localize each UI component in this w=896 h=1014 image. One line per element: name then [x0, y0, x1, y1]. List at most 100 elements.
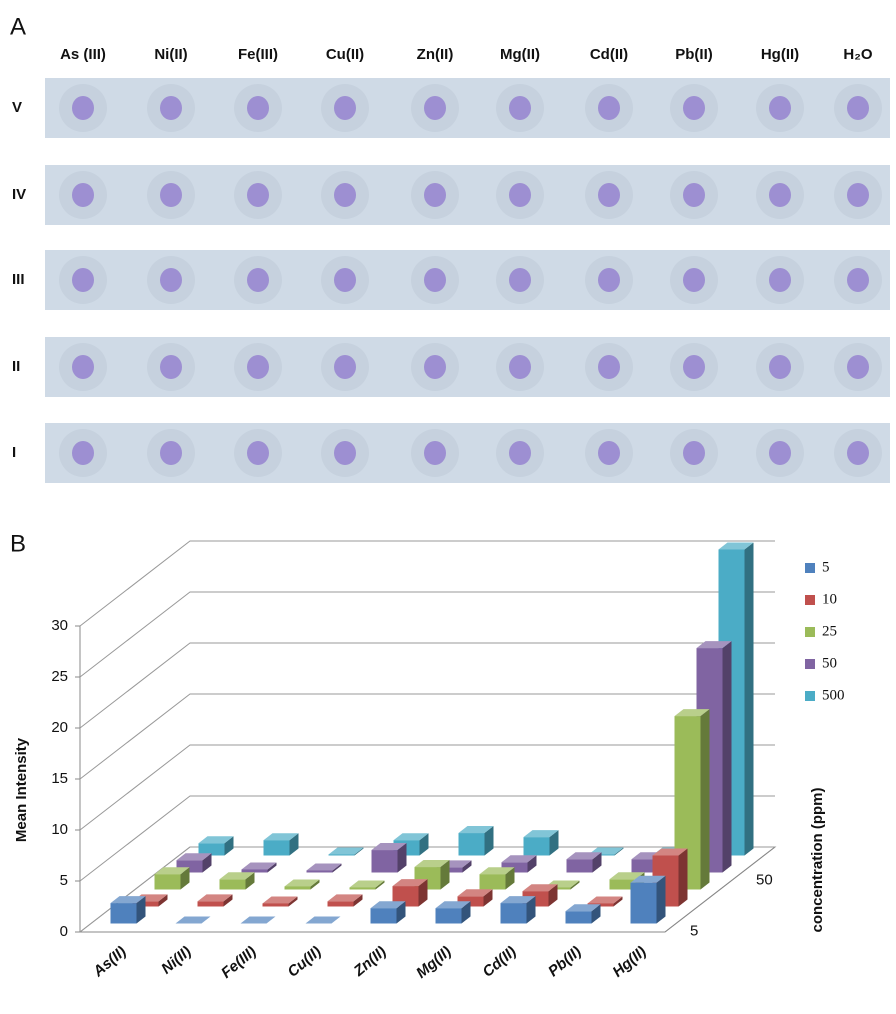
- spot: [247, 183, 269, 207]
- bar-front: [307, 870, 333, 872]
- bar: [176, 917, 211, 924]
- spot: [847, 355, 869, 379]
- legend-swatch: [805, 659, 815, 669]
- z-tick-label: 5: [690, 922, 698, 939]
- spot: [247, 268, 269, 292]
- bar-front: [436, 908, 462, 923]
- row-label: IV: [12, 186, 26, 203]
- bar-front: [567, 859, 593, 872]
- spot: [509, 268, 531, 292]
- spot: [509, 183, 531, 207]
- bar-front: [242, 869, 268, 872]
- spot: [334, 355, 356, 379]
- spot: [598, 355, 620, 379]
- spot: [683, 441, 705, 465]
- bar-top: [329, 847, 364, 854]
- x-tick-label: Pb(II): [545, 943, 585, 980]
- bar: [371, 901, 406, 923]
- spot: [72, 268, 94, 292]
- spot: [334, 441, 356, 465]
- panel-label: A: [10, 13, 26, 40]
- bar: [480, 867, 515, 889]
- figure: A B Mean Intensity concentration (ppm) A…: [0, 0, 896, 1014]
- y-axis-label: Mean Intensity: [13, 737, 30, 842]
- column-header: H₂O: [843, 46, 872, 63]
- bar: [524, 830, 559, 855]
- column-header: Cd(II): [590, 46, 628, 63]
- bar: [307, 863, 342, 872]
- panel-label: B: [10, 530, 26, 557]
- column-header: Fe(III): [238, 46, 278, 63]
- bar-front: [524, 837, 550, 855]
- bar: [566, 904, 601, 923]
- spot: [424, 355, 446, 379]
- spot: [160, 355, 182, 379]
- bar: [436, 901, 471, 923]
- column-header: Hg(II): [761, 46, 799, 63]
- column-header: Mg(II): [500, 46, 540, 63]
- spot: [424, 96, 446, 120]
- spot: [509, 355, 531, 379]
- spot: [160, 268, 182, 292]
- legend-label: 5: [822, 559, 830, 575]
- bar-front: [329, 854, 355, 855]
- spot: [334, 268, 356, 292]
- bar: [199, 836, 234, 855]
- bar: [264, 833, 299, 855]
- bar: [155, 867, 190, 889]
- x-tick-label: As(II): [89, 943, 129, 981]
- bar-side: [723, 641, 732, 872]
- grid-line: [80, 541, 775, 626]
- spot: [72, 96, 94, 120]
- legend-swatch: [805, 563, 815, 573]
- grid-line: [80, 694, 775, 779]
- spot: [769, 268, 791, 292]
- bar-front: [328, 901, 354, 906]
- y-tick-label: 30: [51, 617, 68, 634]
- spot: [509, 96, 531, 120]
- spot: [769, 183, 791, 207]
- legend-swatch: [805, 691, 815, 701]
- bar-top: [306, 917, 341, 924]
- bar-front: [371, 908, 397, 923]
- spot: [424, 268, 446, 292]
- bar-top: [176, 917, 211, 924]
- spot: [72, 183, 94, 207]
- bar: [350, 880, 385, 889]
- bar: [306, 917, 341, 924]
- bar: [631, 876, 666, 924]
- bar-front: [263, 903, 289, 906]
- spot: [683, 268, 705, 292]
- spot: [769, 441, 791, 465]
- spot: [334, 96, 356, 120]
- bar: [220, 872, 255, 889]
- bar-front: [155, 874, 181, 889]
- bar: [242, 862, 277, 872]
- spot: [769, 355, 791, 379]
- legend-label: 50: [822, 655, 837, 671]
- legend-label: 25: [822, 623, 837, 639]
- y-tick-label: 0: [60, 923, 68, 940]
- spot: [247, 441, 269, 465]
- bar-front: [350, 887, 376, 889]
- spot: [247, 355, 269, 379]
- x-tick-label: Cd(II): [479, 943, 519, 981]
- spot: [847, 268, 869, 292]
- x-tick-label: Ni(II): [158, 943, 194, 977]
- bar: [328, 894, 363, 906]
- legend-label: 500: [822, 687, 845, 703]
- spot: [424, 183, 446, 207]
- bar-top: [241, 917, 276, 924]
- x-tick-label: Zn(II): [350, 943, 390, 980]
- bar-side: [657, 876, 666, 924]
- spot: [847, 441, 869, 465]
- y-tick-label: 20: [51, 719, 68, 736]
- legend-swatch: [805, 595, 815, 605]
- row-label: II: [12, 358, 20, 375]
- bar-front: [459, 833, 485, 855]
- bar-front: [198, 901, 224, 906]
- bar: [285, 879, 320, 889]
- spot: [509, 441, 531, 465]
- bar: [263, 896, 298, 906]
- bar-front: [372, 850, 398, 872]
